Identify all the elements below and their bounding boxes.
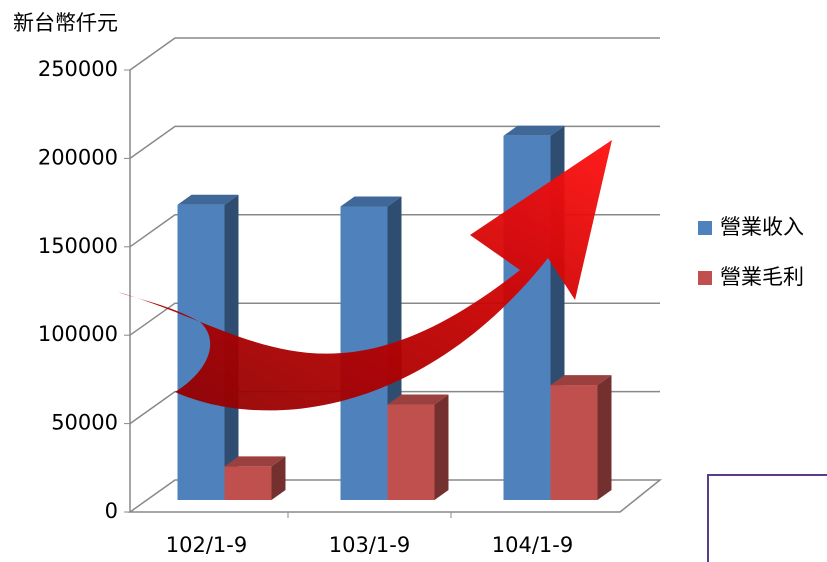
x-tick-label: 103/1-9 bbox=[329, 533, 410, 557]
bar-front bbox=[225, 466, 272, 500]
y-tick-label: 250000 bbox=[38, 57, 118, 81]
bar-side bbox=[435, 395, 449, 500]
y-tick-label: 150000 bbox=[38, 234, 118, 258]
legend-swatch bbox=[698, 271, 712, 285]
bars bbox=[178, 126, 612, 500]
bar-front bbox=[388, 405, 435, 500]
bar bbox=[388, 395, 449, 500]
legend-label: 營業收入 bbox=[720, 215, 804, 239]
grid-line bbox=[130, 126, 660, 158]
y-tick-label: 0 bbox=[105, 499, 118, 523]
bar-side bbox=[598, 375, 612, 500]
x-tick-label: 102/1-9 bbox=[166, 533, 247, 557]
legend-swatch bbox=[698, 221, 712, 235]
y-tick-label: 200000 bbox=[38, 145, 118, 169]
legend-label: 營業毛利 bbox=[720, 265, 804, 289]
overlay-box bbox=[708, 475, 827, 562]
y-axis-label: 新台幣仟元 bbox=[13, 11, 118, 35]
y-tick-label: 50000 bbox=[51, 411, 118, 435]
chart: 新台幣仟元 0 50000 100000 150000 200000 250000 102/… bbox=[0, 0, 827, 562]
y-tick-label: 100000 bbox=[38, 322, 118, 346]
bar bbox=[551, 375, 612, 500]
x-tick-label: 104/1-9 bbox=[492, 533, 573, 557]
bar bbox=[225, 456, 286, 500]
bar-front bbox=[551, 385, 598, 500]
grid-line bbox=[130, 38, 660, 70]
